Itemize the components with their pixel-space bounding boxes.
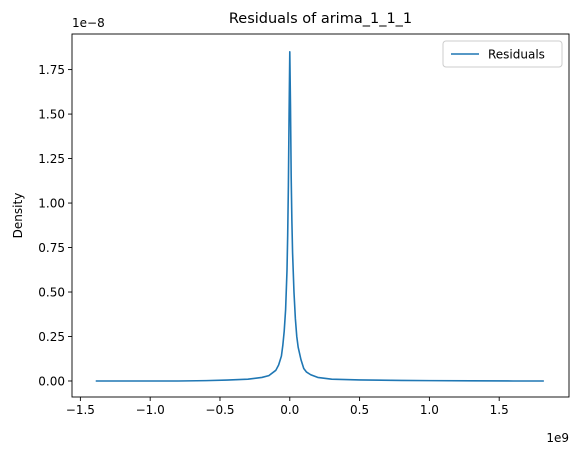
legend-box <box>442 40 563 68</box>
legend: Residuals <box>442 40 563 68</box>
axes-frame <box>71 33 570 398</box>
legend-label-residuals: Residuals <box>488 48 545 62</box>
x-tick-label: 1.0 <box>420 403 439 417</box>
y-tick-label: 0.25 <box>38 330 65 344</box>
y-tick-label: 1.25 <box>38 152 65 166</box>
y-axis-label: Density <box>11 193 25 239</box>
y-tick-label: 0.75 <box>38 241 65 255</box>
chart-title: Residuals of arima_1_1_1 <box>229 11 412 27</box>
y-tick-label: 0.00 <box>38 374 65 388</box>
x-tick-label: 0.5 <box>350 403 369 417</box>
x-tick-label: −0.5 <box>205 403 234 417</box>
y-tick-label: 1.50 <box>38 107 65 121</box>
x-tick-label: −1.5 <box>66 403 95 417</box>
plot-area: −1.5 −1.0 −0.5 0.0 0.5 1.0 1.5 0.00 0.25 0.50 0.75… <box>38 33 570 417</box>
x-tick-label: 0.0 <box>280 403 299 417</box>
y-tick-label: 0.50 <box>38 285 65 299</box>
x-axis-offset-label: 1e9 <box>546 431 569 445</box>
y-axis-offset-label: 1e−8 <box>72 16 105 30</box>
y-tick-label: 1.75 <box>38 63 65 77</box>
series-line-residuals <box>95 50 544 382</box>
x-tick-label: −1.0 <box>136 403 165 417</box>
y-tick-label: 1.00 <box>38 196 65 210</box>
x-tick-label: 1.5 <box>490 403 509 417</box>
